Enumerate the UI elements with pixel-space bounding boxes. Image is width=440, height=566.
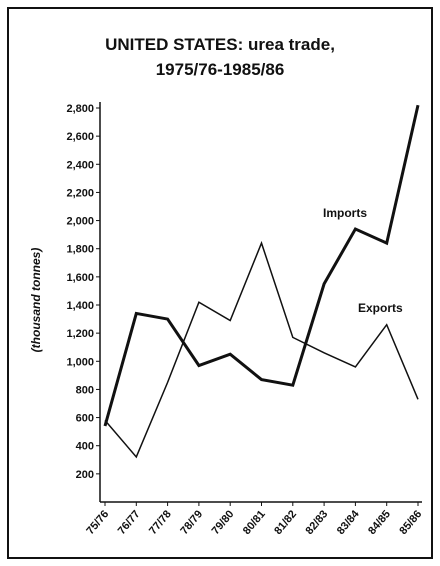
x-tick-label: 75/76 bbox=[84, 508, 111, 537]
y-tick-label: 1,800 bbox=[66, 244, 94, 256]
y-axis-label: (thousand tonnes) bbox=[29, 248, 43, 353]
series-label: Imports bbox=[323, 206, 367, 220]
frame bbox=[7, 7, 433, 559]
y-tick-label: 1,200 bbox=[66, 328, 94, 340]
y-tick-label: 2,000 bbox=[66, 216, 94, 228]
x-tick-label: 83/84 bbox=[335, 508, 362, 537]
y-tick-label: 1,000 bbox=[66, 356, 94, 368]
x-tick-label: 78/79 bbox=[178, 508, 205, 537]
y-tick-label: 1,600 bbox=[66, 272, 94, 284]
x-tick-label: 85/86 bbox=[397, 508, 424, 537]
x-tick-label: 77/78 bbox=[147, 508, 174, 537]
chart-subtitle: 1975/76-1985/86 bbox=[156, 60, 285, 79]
x-tick-label: 76/77 bbox=[116, 508, 143, 537]
y-tick-label: 2,200 bbox=[66, 187, 94, 199]
y-tick-label: 200 bbox=[76, 469, 94, 481]
y-tick-label: 1,400 bbox=[66, 300, 94, 312]
y-tick-label: 2,600 bbox=[66, 131, 94, 143]
x-tick-label: 80/81 bbox=[241, 508, 268, 537]
x-tick-label: 81/82 bbox=[272, 508, 299, 537]
y-tick-label: 400 bbox=[76, 441, 94, 453]
series-line bbox=[103, 104, 420, 427]
chart-title: UNITED STATES: urea trade, bbox=[105, 35, 335, 54]
y-tick-label: 2,800 bbox=[66, 103, 94, 115]
x-tick-label: 79/80 bbox=[210, 508, 237, 537]
y-tick-label: 800 bbox=[76, 384, 94, 396]
y-tick-label: 2,400 bbox=[66, 159, 94, 171]
x-tick-label: 82/83 bbox=[304, 508, 331, 537]
series-label: Exports bbox=[358, 301, 403, 315]
x-tick-label: 84/85 bbox=[366, 508, 393, 537]
y-tick-label: 600 bbox=[76, 413, 94, 425]
series-line bbox=[104, 240, 419, 459]
